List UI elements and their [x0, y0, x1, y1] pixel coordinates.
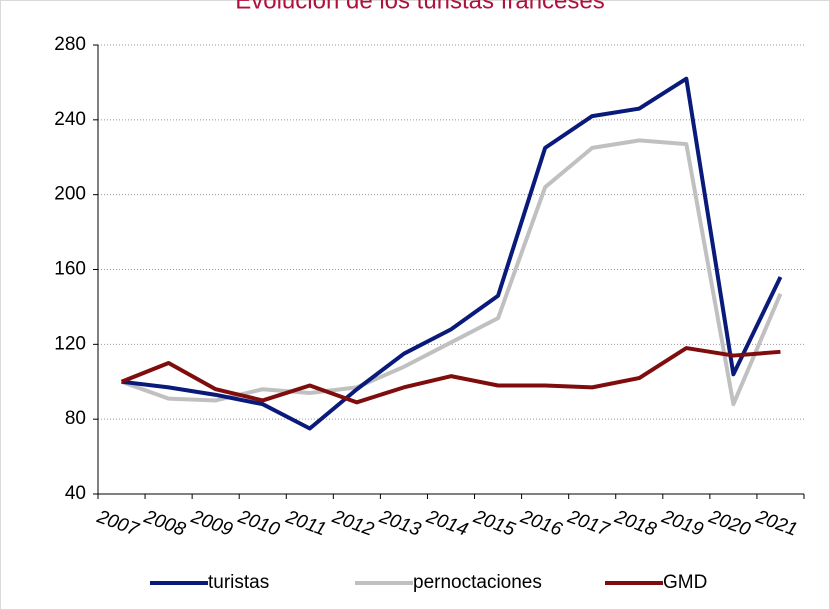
legend-label: turistas: [208, 572, 269, 593]
line-series: [121, 76, 783, 431]
legend-label: pernoctaciones: [413, 572, 542, 593]
y-tick-label: 200: [54, 184, 86, 205]
y-tick-label: 40: [65, 483, 86, 504]
chart-title: Evolución de los turistas franceses: [235, 0, 605, 14]
y-tick-label: 80: [65, 408, 86, 429]
y-tick-label: 120: [54, 333, 86, 354]
y-tick-label: 240: [54, 109, 86, 130]
legend-label: GMD: [663, 572, 707, 593]
y-tick-label: 280: [54, 34, 86, 55]
line-series: [120, 346, 781, 405]
y-tick-label: 160: [54, 259, 86, 280]
